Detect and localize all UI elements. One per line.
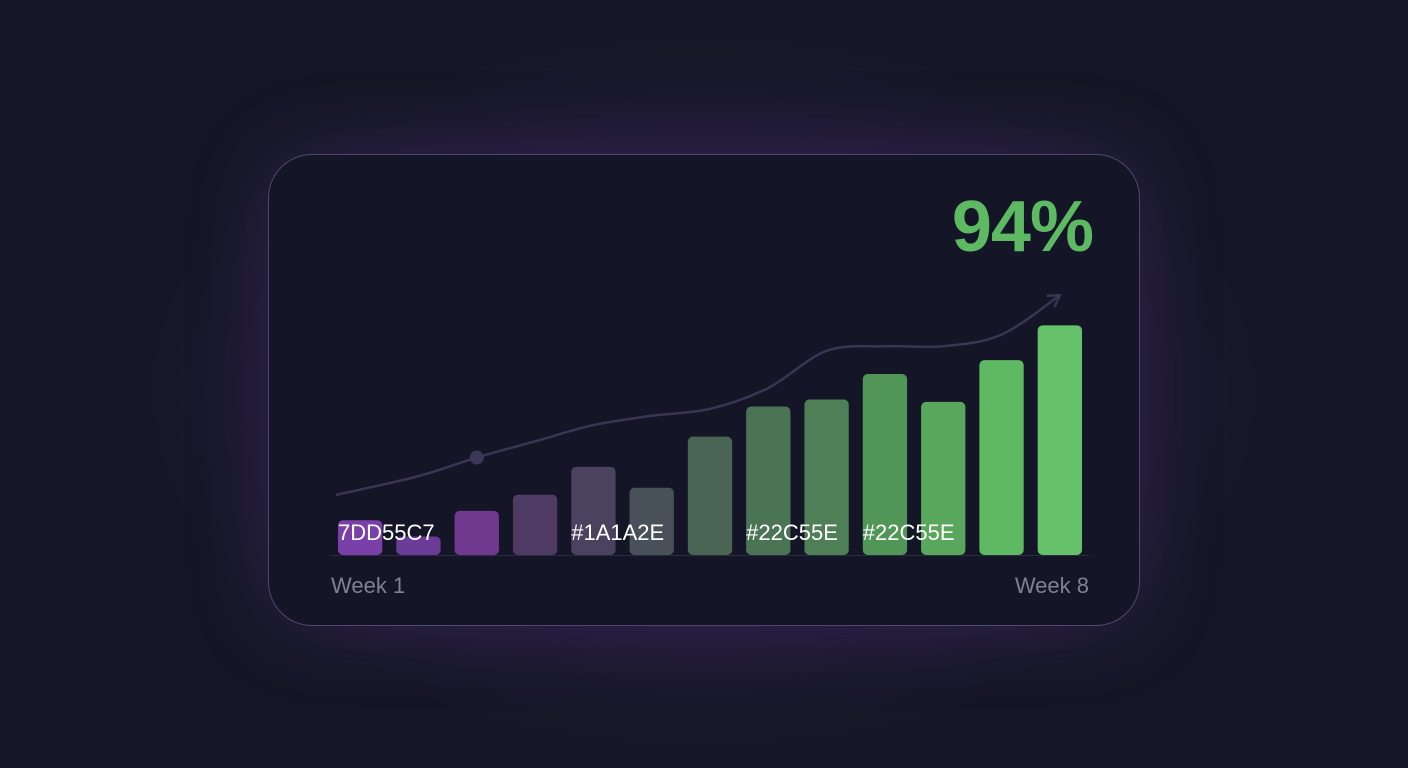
bar-3 <box>454 510 499 555</box>
bar-10 <box>862 374 908 555</box>
bar-7 <box>687 436 733 555</box>
bar-annotation: 7DD55C7 <box>338 520 435 545</box>
bar-2 <box>396 536 441 555</box>
bar-6 <box>629 487 674 555</box>
x-label-end: Week 8 <box>1014 573 1089 598</box>
bar-4 <box>512 494 558 555</box>
bar-chart: 7DD55C7 #1A1A2E #22C55E #22C55E <box>331 293 1089 556</box>
headline-percentage: 94% <box>951 187 1094 267</box>
bar-5 <box>571 466 616 555</box>
bar-1 <box>337 520 383 555</box>
bar-12 <box>979 360 1024 555</box>
bar-9 <box>804 399 849 555</box>
bar-8 <box>746 406 791 555</box>
bar-annotation: #22C55E <box>746 520 838 545</box>
trend-marker <box>469 450 484 465</box>
bar-13 <box>1037 325 1083 555</box>
trend-arrow-head <box>1046 293 1062 308</box>
chart-card: 94% 7DD55C7 #1A1A2E #22C55E #22C55E Week 1 … <box>268 154 1140 626</box>
x-label-start: Week 1 <box>331 573 406 598</box>
bar-annotation: #22C55E <box>863 520 955 545</box>
bar-annotation: #1A1A2E <box>571 520 664 545</box>
bar-11 <box>921 401 966 555</box>
